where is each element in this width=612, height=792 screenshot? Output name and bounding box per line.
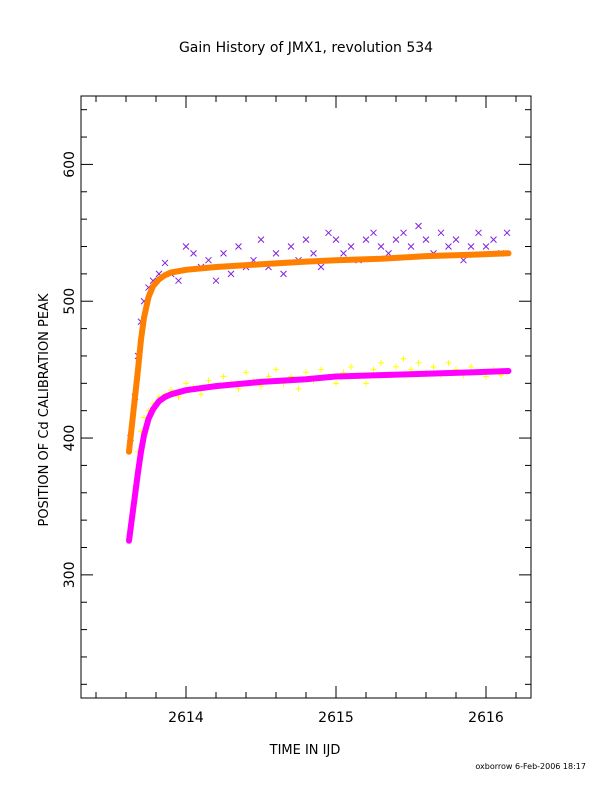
data-point xyxy=(393,363,399,370)
x-tick-label: 2615 xyxy=(318,710,354,726)
data-point xyxy=(325,229,332,237)
data-point xyxy=(243,369,249,376)
data-point xyxy=(445,359,452,366)
data-point xyxy=(347,243,355,250)
data-point xyxy=(415,222,422,230)
data-point xyxy=(422,236,430,244)
fit-line-2 xyxy=(126,250,512,455)
data-point xyxy=(407,243,415,250)
data-point xyxy=(370,366,377,373)
data-point xyxy=(392,236,400,244)
data-point xyxy=(415,359,422,366)
y-tick-label: 300 xyxy=(62,561,78,588)
data-point xyxy=(348,363,354,370)
x-tick-label: 2614 xyxy=(168,710,204,726)
data-point xyxy=(475,229,482,237)
data-point xyxy=(482,243,490,250)
x-tick-label: 2616 xyxy=(468,710,504,726)
x-axis-label: TIME IN IJD xyxy=(269,743,341,758)
data-point xyxy=(318,366,324,373)
data-point xyxy=(340,249,347,257)
data-point xyxy=(227,270,235,278)
data-point xyxy=(280,270,287,278)
data-point xyxy=(370,229,377,237)
data-point xyxy=(272,249,280,257)
data-point xyxy=(198,391,204,398)
data-point xyxy=(182,243,190,250)
axes: 300 400 500 600 2614 2615 2616 xyxy=(62,96,531,726)
y-tick-label: 600 xyxy=(62,151,78,178)
data-point xyxy=(400,229,407,237)
plot-frame xyxy=(80,95,532,699)
data-point xyxy=(467,243,475,250)
y-tick-label: 400 xyxy=(62,425,78,452)
data-point xyxy=(161,259,169,267)
data-point xyxy=(295,385,302,392)
data-point xyxy=(310,249,317,257)
data-point xyxy=(437,229,445,237)
data-point xyxy=(302,236,310,244)
data-point xyxy=(220,373,227,380)
data-point xyxy=(175,277,182,285)
data-point xyxy=(205,256,212,264)
fit-line-3 xyxy=(126,368,512,544)
footer-stamp: oxborrow 6-Feb-2006 18:17 xyxy=(475,762,586,771)
data-point xyxy=(445,243,452,250)
data-point xyxy=(317,263,325,271)
data-point xyxy=(377,243,385,250)
data-point xyxy=(378,359,384,366)
data-point xyxy=(430,363,437,370)
data-point xyxy=(220,249,227,257)
data-point xyxy=(400,355,407,362)
data-point xyxy=(490,236,497,244)
data-point xyxy=(363,380,369,387)
data-point xyxy=(303,369,309,376)
data-point xyxy=(452,236,460,244)
data-point xyxy=(287,243,295,250)
data-point xyxy=(183,380,189,387)
y-axis-label: POSITION OF Cd CALIBRATION PEAK xyxy=(37,293,52,526)
data-point xyxy=(362,236,370,244)
data-point xyxy=(205,377,212,384)
data-marks xyxy=(126,222,512,544)
data-point xyxy=(332,236,340,244)
data-point xyxy=(460,256,467,264)
chart-title: Gain History of JMX1, revolution 534 xyxy=(179,40,433,56)
data-point xyxy=(257,236,265,244)
data-point xyxy=(503,229,511,237)
data-point xyxy=(212,277,220,285)
data-point xyxy=(235,243,242,250)
data-point xyxy=(273,366,279,373)
data-point xyxy=(333,380,339,387)
y-tick-label: 500 xyxy=(62,288,78,315)
data-point xyxy=(190,249,197,257)
data-point xyxy=(468,363,474,370)
